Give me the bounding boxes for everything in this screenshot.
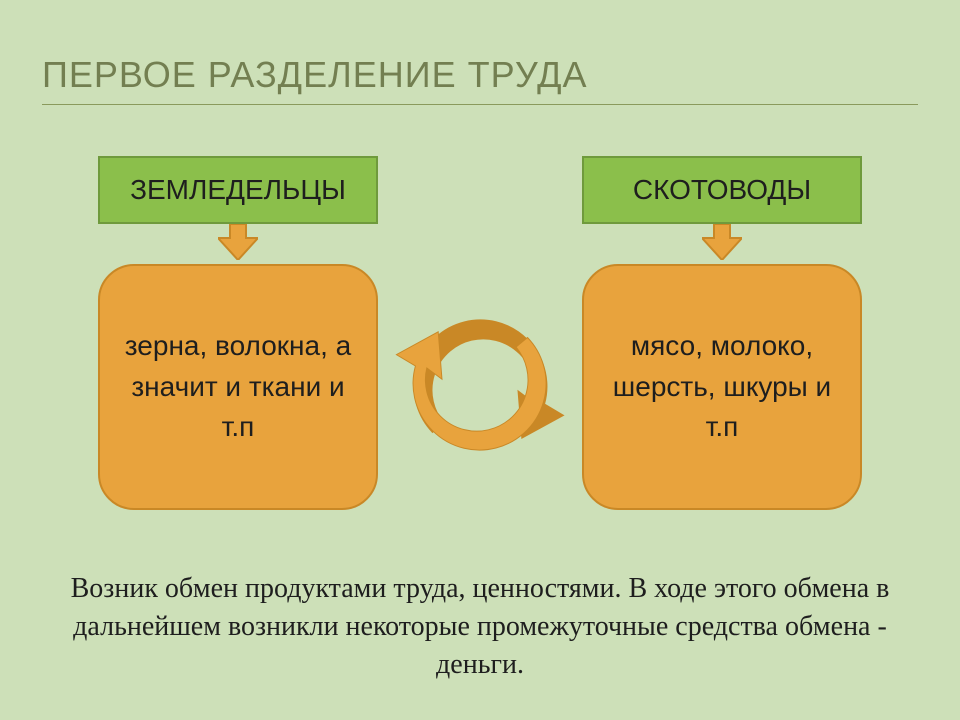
cycle-arrows-icon — [385, 290, 575, 480]
right-label-box: СКОТОВОДЫ — [582, 156, 862, 224]
left-content-box: зерна, волокна, а значит и ткани и т.п — [98, 264, 378, 510]
slide-title: ПЕРВОЕ РАЗДЕЛЕНИЕ ТРУДА — [42, 54, 587, 96]
footer-caption: Возник обмен продуктами труда, ценностям… — [40, 570, 920, 683]
right-content-text: мясо, молоко, шерсть, шкуры и т.п — [604, 326, 840, 448]
right-label-text: СКОТОВОДЫ — [633, 174, 811, 206]
left-label-box: ЗЕМЛЕДЕЛЬЦЫ — [98, 156, 378, 224]
left-content-text: зерна, волокна, а значит и ткани и т.п — [120, 326, 356, 448]
down-arrow-right — [702, 224, 742, 260]
right-content-box: мясо, молоко, шерсть, шкуры и т.п — [582, 264, 862, 510]
down-arrow-left — [218, 224, 258, 260]
left-label-text: ЗЕМЛЕДЕЛЬЦЫ — [130, 174, 346, 206]
title-underline — [42, 104, 918, 105]
